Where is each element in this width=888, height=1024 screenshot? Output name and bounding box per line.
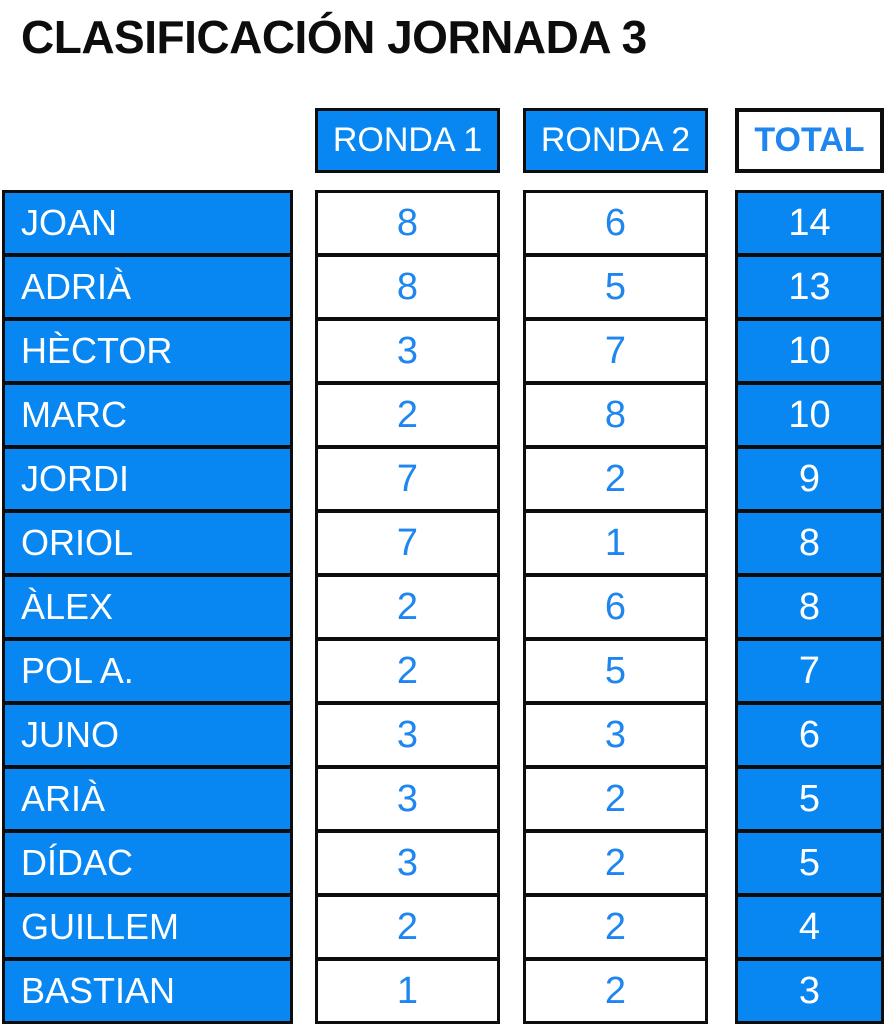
ronda2-score-cell: 7 xyxy=(523,318,708,384)
ronda2-score-cell: 6 xyxy=(523,190,708,256)
ronda1-score-cell: 1 xyxy=(315,958,500,1024)
standings-page: CLASIFICACIÓN JORNADA 3 RONDA 1 RONDA 2 … xyxy=(0,10,888,1024)
total-score-cell: 3 xyxy=(735,958,884,1024)
player-name-cell: ÀLEX xyxy=(2,574,293,640)
ronda1-score-cell: 3 xyxy=(315,766,500,832)
column-header-ronda1: RONDA 1 xyxy=(315,108,500,173)
column-header-total: TOTAL xyxy=(735,108,884,173)
standings-table: RONDA 1 RONDA 2 TOTAL JOAN 8 6 14 ADRIÀ 8 5 13 H… xyxy=(2,108,888,1024)
ronda1-score-cell: 2 xyxy=(315,574,500,640)
total-score-cell: 5 xyxy=(735,830,884,896)
table-row: ORIOL 7 1 8 xyxy=(2,510,888,576)
ronda1-score-cell: 7 xyxy=(315,510,500,576)
table-rows: JOAN 8 6 14 ADRIÀ 8 5 13 HÈCTOR 3 7 10 MARC 2 8 10 JORDI… xyxy=(2,190,888,1024)
ronda2-score-cell: 3 xyxy=(523,702,708,768)
total-score-cell: 9 xyxy=(735,446,884,512)
ronda2-score-cell: 8 xyxy=(523,382,708,448)
ronda2-score-cell: 5 xyxy=(523,254,708,320)
player-name-cell: BASTIAN xyxy=(2,958,293,1024)
ronda1-score-cell: 2 xyxy=(315,382,500,448)
ronda1-score-cell: 3 xyxy=(315,318,500,384)
total-score-cell: 8 xyxy=(735,510,884,576)
ronda2-score-cell: 2 xyxy=(523,446,708,512)
ronda1-score-cell: 7 xyxy=(315,446,500,512)
ronda2-score-cell: 6 xyxy=(523,574,708,640)
total-score-cell: 8 xyxy=(735,574,884,640)
ronda1-score-cell: 8 xyxy=(315,254,500,320)
ronda2-score-cell: 2 xyxy=(523,830,708,896)
player-name-cell: HÈCTOR xyxy=(2,318,293,384)
player-name-cell: DÍDAC xyxy=(2,830,293,896)
player-name-cell: POL A. xyxy=(2,638,293,704)
table-row: BASTIAN 1 2 3 xyxy=(2,958,888,1024)
ronda2-score-cell: 2 xyxy=(523,766,708,832)
player-name-cell: JOAN xyxy=(2,190,293,256)
ronda1-score-cell: 3 xyxy=(315,702,500,768)
total-score-cell: 14 xyxy=(735,190,884,256)
table-row: JOAN 8 6 14 xyxy=(2,190,888,256)
total-score-cell: 10 xyxy=(735,318,884,384)
total-score-cell: 6 xyxy=(735,702,884,768)
table-row: JUNO 3 3 6 xyxy=(2,702,888,768)
player-name-cell: MARC xyxy=(2,382,293,448)
player-name-cell: JUNO xyxy=(2,702,293,768)
ronda1-score-cell: 2 xyxy=(315,894,500,960)
table-row: JORDI 7 2 9 xyxy=(2,446,888,512)
ronda1-score-cell: 3 xyxy=(315,830,500,896)
player-name-cell: GUILLEM xyxy=(2,894,293,960)
table-row: MARC 2 8 10 xyxy=(2,382,888,448)
total-score-cell: 13 xyxy=(735,254,884,320)
total-score-cell: 4 xyxy=(735,894,884,960)
player-name-cell: ADRIÀ xyxy=(2,254,293,320)
player-name-cell: ORIOL xyxy=(2,510,293,576)
table-row: ADRIÀ 8 5 13 xyxy=(2,254,888,320)
table-row: ÀLEX 2 6 8 xyxy=(2,574,888,640)
table-row: HÈCTOR 3 7 10 xyxy=(2,318,888,384)
player-name-cell: JORDI xyxy=(2,446,293,512)
player-name-cell: ARIÀ xyxy=(2,766,293,832)
total-score-cell: 7 xyxy=(735,638,884,704)
page-title: CLASIFICACIÓN JORNADA 3 xyxy=(21,11,647,63)
total-score-cell: 5 xyxy=(735,766,884,832)
name-column-spacer xyxy=(2,108,293,173)
ronda2-score-cell: 2 xyxy=(523,958,708,1024)
column-header-ronda2: RONDA 2 xyxy=(523,108,708,173)
table-row: POL A. 2 5 7 xyxy=(2,638,888,704)
ronda1-score-cell: 8 xyxy=(315,190,500,256)
table-header-row: RONDA 1 RONDA 2 TOTAL xyxy=(2,108,888,173)
ronda1-score-cell: 2 xyxy=(315,638,500,704)
ronda2-score-cell: 2 xyxy=(523,894,708,960)
total-score-cell: 10 xyxy=(735,382,884,448)
ronda2-score-cell: 1 xyxy=(523,510,708,576)
table-row: GUILLEM 2 2 4 xyxy=(2,894,888,960)
ronda2-score-cell: 5 xyxy=(523,638,708,704)
table-row: DÍDAC 3 2 5 xyxy=(2,830,888,896)
table-row: ARIÀ 3 2 5 xyxy=(2,766,888,832)
